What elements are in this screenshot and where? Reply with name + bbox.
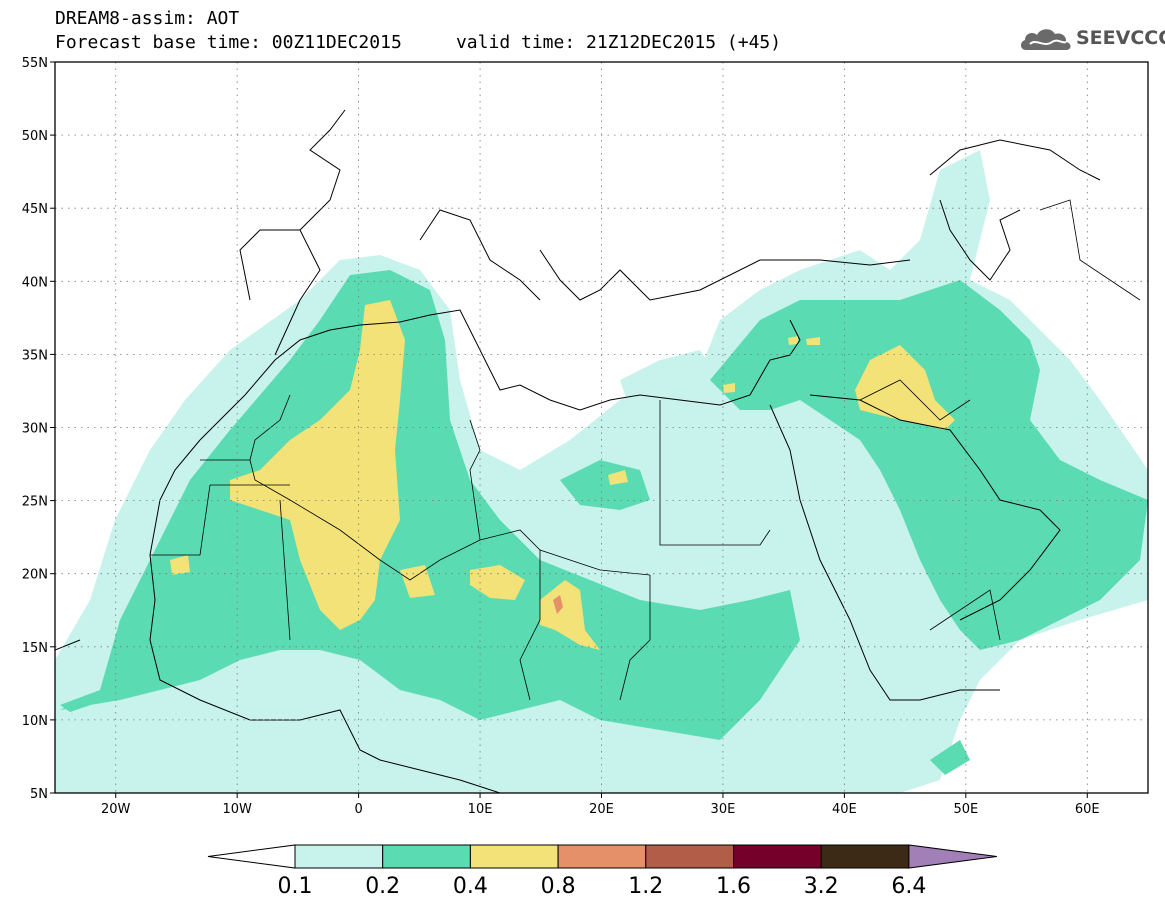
colorbar-swatch <box>469 844 559 869</box>
seevccc-logo: SEEVCCC <box>1018 24 1165 54</box>
lon-tick-label: 30E <box>711 802 736 817</box>
lat-tick-label: 25N <box>22 495 48 510</box>
map-title: DREAM8-assim: AOT <box>55 8 240 29</box>
lat-tick-label: 50N <box>22 129 48 144</box>
colorbar-label: 1.6 <box>716 874 751 899</box>
logo-text: SEEVCCC <box>1076 27 1165 49</box>
cloud-icon <box>1020 29 1071 50</box>
colorbar-swatch <box>294 844 384 869</box>
lon-tick-label: 20W <box>101 802 131 817</box>
lon-tick-label: 10E <box>468 802 493 817</box>
colorbar-swatch <box>820 844 910 869</box>
colorbar-label: 1.2 <box>628 874 663 899</box>
lon-tick-label: 60E <box>1075 802 1100 817</box>
lon-tick-label: 20E <box>589 802 614 817</box>
lon-tick-label: 0 <box>354 802 362 817</box>
lat-tick-label: 5N <box>30 787 48 802</box>
coastlines <box>55 109 1101 793</box>
colorbar-label: 0.8 <box>541 874 576 899</box>
lat-tick-label: 15N <box>22 641 48 656</box>
borders <box>150 199 1141 701</box>
colorbar-label: 0.4 <box>453 874 488 899</box>
colorbar-swatch <box>733 844 822 869</box>
lat-tick-label: 35N <box>22 348 48 363</box>
lon-tick-label: 40E <box>832 802 857 817</box>
colorbar-label: 6.4 <box>891 874 926 899</box>
colorbar-swatch <box>382 844 471 869</box>
colorbar-swatch <box>557 844 647 869</box>
colorbar-label: 0.2 <box>365 874 400 899</box>
lat-tick-label: 30N <box>22 422 48 437</box>
lat-tick-label: 45N <box>22 202 48 217</box>
map-subtitle: Forecast base time: 00Z11DEC2015 valid t… <box>55 32 782 53</box>
lon-tick-label: 10W <box>222 802 252 817</box>
lat-tick-label: 40N <box>22 275 48 290</box>
latitude-axis: 55N 50N 45N 40N 35N 30N 25N 20N 15N 10N 5N <box>22 56 55 802</box>
colorbar-label: 3.2 <box>804 874 839 899</box>
lat-tick-label: 20N <box>22 568 48 583</box>
graticule <box>55 62 1148 793</box>
colorbar: 0.1 0.2 0.4 0.8 1.2 1.6 3.2 6.4 <box>207 844 997 899</box>
lat-tick-label: 55N <box>22 56 48 71</box>
colorbar-swatch <box>645 844 734 869</box>
longitude-axis: 20W 10W 0 10E 20E 30E 40E 50E 60E <box>101 793 1100 817</box>
lat-tick-label: 10N <box>22 714 48 729</box>
lon-tick-label: 50E <box>953 802 978 817</box>
colorbar-high-extend <box>908 844 997 869</box>
colorbar-low-extend <box>207 844 296 869</box>
colorbar-label: 0.1 <box>278 874 313 899</box>
